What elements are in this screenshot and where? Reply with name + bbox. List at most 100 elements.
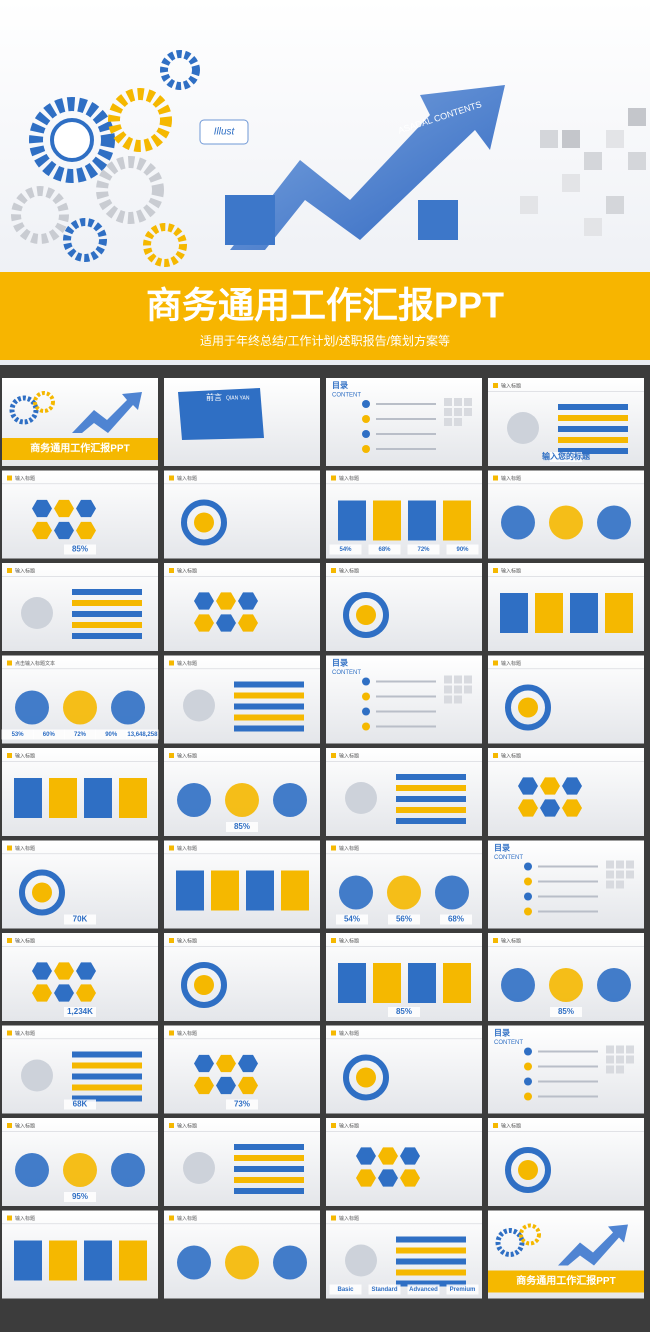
hex-deco (400, 1147, 420, 1165)
hex-deco (32, 521, 52, 540)
line-deco (234, 714, 304, 721)
line-deco (72, 1051, 142, 1058)
slide-heading: 输入标题 (177, 752, 197, 759)
list-dot (362, 692, 370, 701)
slide: 输入标题 85% (488, 933, 644, 1021)
pixel (616, 1065, 624, 1074)
hex-deco (518, 777, 538, 795)
value-chip (32, 729, 65, 740)
list-dot (524, 907, 532, 916)
line-deco (72, 1073, 142, 1080)
slide: 输入标题 (164, 470, 320, 559)
block-deco (570, 593, 598, 633)
value-chip (64, 544, 96, 555)
line-deco (558, 426, 628, 432)
slide-heading: 点击输入标题文本 (15, 660, 55, 667)
list-line (538, 1095, 598, 1098)
list-line (538, 910, 598, 913)
circle-deco (63, 1153, 97, 1187)
hex-deco (238, 1076, 258, 1095)
value-label: 56% (396, 915, 412, 924)
circle-deco (225, 783, 259, 817)
heading-line (164, 576, 320, 577)
slide-title: 商务通用工作汇报PPT (30, 442, 129, 455)
arrow (72, 392, 142, 433)
slide: 输入标题 (2, 748, 158, 836)
pixel (444, 675, 452, 684)
line-deco (558, 415, 628, 421)
heading-mark (331, 568, 336, 573)
slide: 商务通用工作汇报PPT (488, 1210, 644, 1299)
slide-heading: 输入标题 (15, 475, 35, 482)
list-dot (524, 1047, 532, 1056)
slide-heading: 目录 (332, 381, 348, 390)
hex-deco (356, 1147, 376, 1165)
gear (33, 391, 55, 413)
circle-deco (111, 1153, 145, 1187)
value-chip (446, 1284, 479, 1295)
line-deco (234, 1144, 304, 1150)
line-deco (396, 1236, 466, 1243)
pixel (454, 675, 462, 684)
line-deco (234, 1155, 304, 1161)
slide-heading: 目录 (332, 659, 348, 668)
list-line (376, 725, 436, 728)
heading-line (2, 946, 158, 947)
slide-subheading: CONTENT (332, 670, 361, 676)
circle-deco (273, 1245, 307, 1280)
slide: 输入标题 (326, 1118, 482, 1206)
hero-title: 商务通用工作汇报PPT (146, 285, 504, 326)
gears (11, 50, 200, 267)
heading-mark (493, 475, 498, 481)
value-chip (64, 1007, 96, 1017)
hex-deco (194, 592, 214, 610)
heading-mark (7, 1215, 12, 1221)
slide-background (164, 933, 320, 1021)
block-deco (500, 593, 528, 633)
slide-heading: 输入标题 (177, 1215, 197, 1222)
value-chip (64, 914, 96, 925)
heading-mark (493, 753, 498, 758)
pixel (444, 685, 452, 694)
slide-heading: 输入标题 (339, 845, 359, 852)
value-chip (388, 914, 420, 925)
heading-line (164, 668, 320, 670)
circle-deco (177, 783, 211, 817)
gear (519, 1223, 541, 1246)
pixel (626, 1045, 634, 1054)
pixel (454, 418, 462, 426)
slide-heading: 输入标题 (339, 752, 359, 759)
circle-deco (183, 689, 215, 722)
heading-line (164, 1131, 320, 1132)
line-deco (72, 1062, 142, 1069)
heading-line (326, 1038, 482, 1040)
circle-deco (518, 697, 538, 718)
slide: 输入标题 73% (164, 1025, 320, 1114)
value-label: 73% (234, 1100, 250, 1109)
hex-deco (76, 984, 96, 1002)
heading-mark (169, 660, 174, 666)
circle-deco (183, 1152, 215, 1184)
hex-deco (32, 499, 52, 518)
line-deco (396, 1269, 466, 1276)
block-deco (211, 870, 239, 911)
value-label: Basic (337, 1287, 354, 1293)
slide: 输入标题 (326, 563, 482, 651)
heading-mark (169, 753, 174, 758)
list-dot (524, 1062, 532, 1071)
circle-deco (597, 505, 631, 540)
hex-deco (216, 614, 236, 632)
heading-mark (7, 845, 12, 851)
heading-line (488, 668, 644, 670)
slide-heading: 目录 (494, 844, 510, 853)
slide-heading: 输入标题 (339, 475, 359, 482)
banner (178, 388, 264, 440)
circle-deco (343, 1054, 389, 1101)
heading-line (164, 761, 320, 762)
value-chip (64, 1099, 96, 1110)
list-line (538, 1080, 598, 1083)
heading-line (164, 853, 320, 855)
pixel (626, 870, 634, 879)
slide: 输入标题 (164, 655, 320, 744)
value-label: 1,234K (67, 1007, 93, 1016)
